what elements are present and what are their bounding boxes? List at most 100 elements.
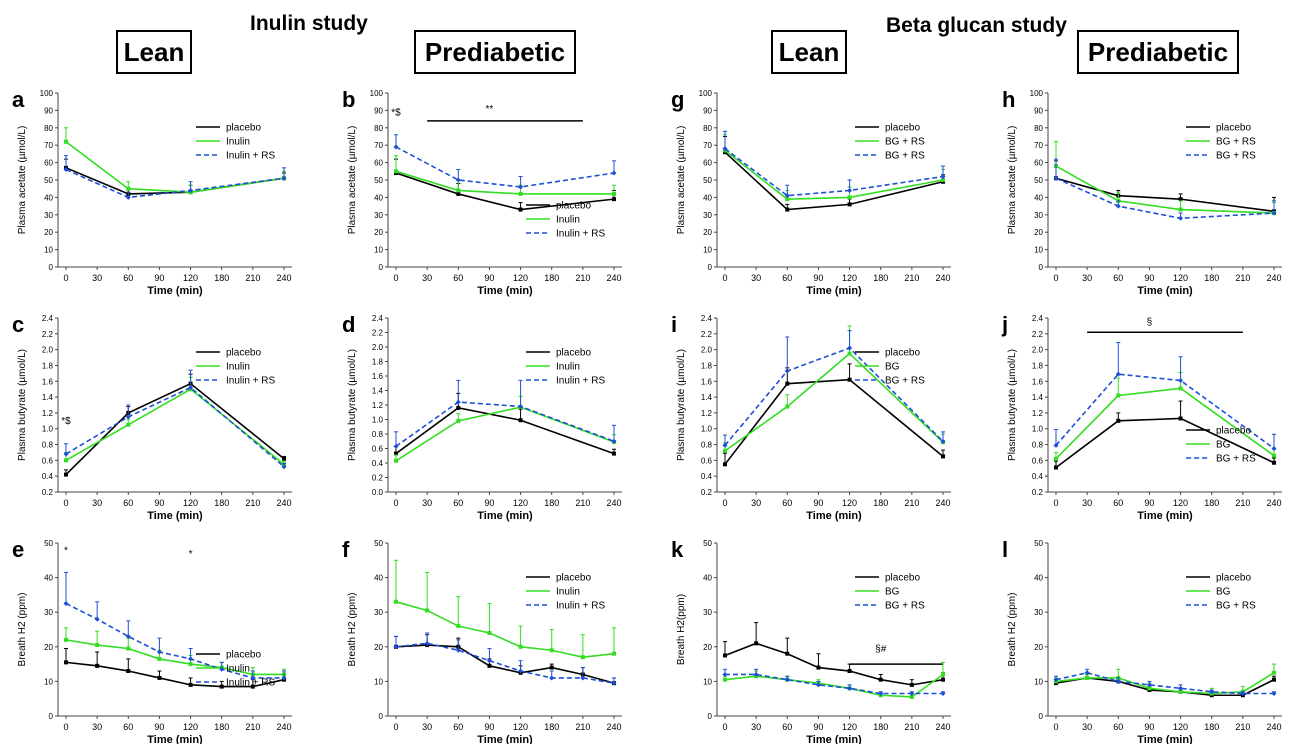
panel-letter: d xyxy=(342,312,355,337)
data-point xyxy=(157,656,162,661)
y-tick-label: 1.6 xyxy=(1032,377,1044,386)
data-point xyxy=(188,682,193,687)
y-axis-label: Plasma butyrate (µmol/L) xyxy=(676,349,687,461)
series-line xyxy=(65,141,285,193)
x-tick-label: 210 xyxy=(245,273,260,283)
data-point xyxy=(612,197,616,202)
data-point xyxy=(64,458,68,463)
legend-label: placebo xyxy=(1216,573,1251,584)
series-line xyxy=(65,168,285,199)
panel-j: j 0.2 0.4 0.6 0.8 1.0 1.2 1.4 1.6 1.8 2.0 2.2 2.4 0 30… xyxy=(1001,312,1282,522)
series-line xyxy=(1055,671,1274,695)
data-point xyxy=(847,685,853,691)
legend-label: BG + RS xyxy=(885,601,925,612)
y-tick-label: 50 xyxy=(44,176,53,185)
data-point xyxy=(394,599,398,604)
series-line xyxy=(1055,177,1275,220)
beta-glucan-study-title: Beta glucan study xyxy=(886,14,1067,37)
data-point xyxy=(126,186,131,191)
data-point xyxy=(1272,460,1276,465)
y-tick-label: 10 xyxy=(1034,677,1043,686)
data-point xyxy=(455,647,461,653)
x-tick-label: 30 xyxy=(92,273,102,283)
x-axis-label: Time (min) xyxy=(147,285,203,297)
series-line xyxy=(395,146,615,188)
data-point xyxy=(878,677,883,682)
series-line xyxy=(1055,672,1275,695)
data-point xyxy=(816,665,821,670)
x-tick-label: 120 xyxy=(1173,722,1188,732)
legend-label: Inulin xyxy=(556,215,580,226)
x-tick-label: 90 xyxy=(813,722,823,732)
x-tick-label: 0 xyxy=(393,498,398,508)
legend-label: Inulin + RS xyxy=(556,376,606,387)
data-point xyxy=(518,403,524,409)
data-point xyxy=(1053,442,1059,448)
x-axis-label: Time (min) xyxy=(1137,734,1193,744)
x-tick-label: 0 xyxy=(1053,722,1058,732)
x-tick-label: 30 xyxy=(422,722,432,732)
data-point xyxy=(63,167,69,173)
series-line xyxy=(724,642,944,686)
x-tick-label: 120 xyxy=(183,273,198,283)
data-point xyxy=(611,438,617,444)
panel-c: c 0.2 0.4 0.6 0.8 1.0 1.2 1.4 1.6 1.8 2.0 2.2 2.4 0 30… xyxy=(12,312,292,522)
y-axis-label: Breath H2 (ppm) xyxy=(1007,593,1018,667)
y-tick-label: 1.4 xyxy=(701,393,713,402)
x-tick-label: 180 xyxy=(873,722,888,732)
legend-label: Inulin xyxy=(556,587,580,598)
data-point xyxy=(785,197,790,202)
x-tick-label: 0 xyxy=(393,722,398,732)
series-line xyxy=(1055,387,1275,460)
y-tick-label: 10 xyxy=(44,677,53,686)
y-tick-label: 10 xyxy=(44,246,53,255)
x-tick-label: 0 xyxy=(722,498,727,508)
data-point xyxy=(1271,446,1277,451)
data-point xyxy=(126,422,131,427)
significance-annotation: *$ xyxy=(61,416,71,427)
data-point xyxy=(188,385,194,391)
y-tick-label: 2.2 xyxy=(1032,330,1044,339)
data-point xyxy=(549,675,555,681)
y-axis-label: Plasma butyrate (µmol/L) xyxy=(17,349,28,461)
x-tick-label: 0 xyxy=(393,273,398,283)
series-line xyxy=(724,149,944,200)
y-tick-label: 1.2 xyxy=(42,409,54,418)
series-line xyxy=(1055,177,1275,213)
data-point xyxy=(847,202,852,207)
x-tick-label: 120 xyxy=(1173,273,1188,283)
x-tick-label: 240 xyxy=(935,498,950,508)
x-tick-label: 210 xyxy=(1235,273,1250,283)
y-tick-label: 100 xyxy=(370,89,384,98)
y-tick-label: 40 xyxy=(374,193,383,202)
x-tick-label: 240 xyxy=(276,722,291,732)
data-point xyxy=(1240,691,1246,697)
series-line xyxy=(1055,165,1275,214)
y-tick-label: 0.0 xyxy=(372,488,384,497)
data-point xyxy=(722,442,728,448)
legend-label: Inulin + RS xyxy=(556,229,606,240)
data-point xyxy=(1085,675,1090,680)
x-tick-label: 210 xyxy=(1235,722,1250,732)
data-point xyxy=(219,684,224,689)
x-tick-label: 240 xyxy=(606,722,621,732)
x-tick-label: 90 xyxy=(484,722,494,732)
panel-letter: e xyxy=(12,537,24,562)
x-tick-label: 90 xyxy=(1144,273,1154,283)
data-point xyxy=(722,671,728,677)
data-point xyxy=(1178,215,1184,221)
panel-g: g 0 10 20 30 40 50 60 70 80 90 100 0 30 60 90 120 180 210 2… xyxy=(671,87,951,297)
data-point xyxy=(1115,678,1121,684)
data-point xyxy=(847,377,852,382)
x-tick-label: 0 xyxy=(1053,273,1058,283)
panel-f: f 0 10 20 30 40 50 0 30 60 90 120 180 210 240 Time (min… xyxy=(342,537,622,744)
panel-i: i 0.2 0.4 0.6 0.8 1.0 1.2 1.4 1.6 1.8 2.0 2.2 2.4 0 30… xyxy=(671,312,951,522)
legend-label: placebo xyxy=(885,573,920,584)
x-tick-label: 60 xyxy=(453,498,463,508)
data-point xyxy=(63,601,69,607)
y-tick-label: 2.4 xyxy=(1032,314,1044,323)
x-tick-label: 180 xyxy=(214,498,229,508)
data-point xyxy=(1178,207,1183,212)
data-point xyxy=(1115,371,1121,377)
y-tick-label: 60 xyxy=(1034,159,1043,168)
